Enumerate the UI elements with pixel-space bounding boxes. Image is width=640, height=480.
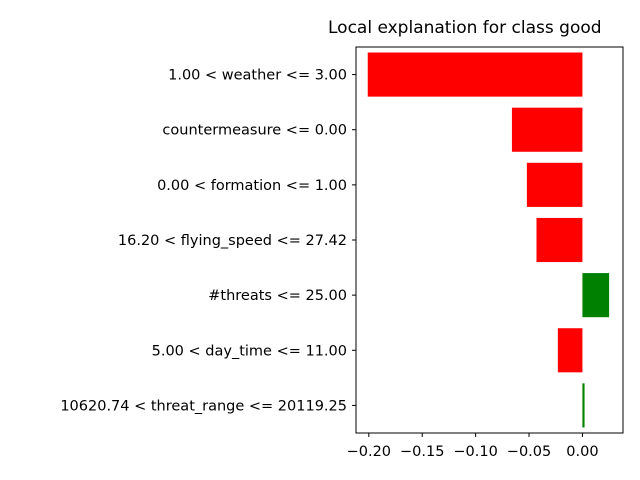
bars-group — [367, 52, 610, 428]
y-tick-label: #threats <= 25.00 — [208, 288, 347, 304]
y-tick-label: countermeasure <= 0.00 — [162, 123, 347, 139]
y-tick-label: 16.20 < flying_speed <= 27.42 — [118, 233, 347, 249]
chart-title: Local explanation for class good — [328, 18, 602, 38]
y-tick-label: 5.00 < day_time <= 11.00 — [152, 343, 347, 359]
bar — [511, 107, 583, 152]
x-axis: −0.20 −0.15 −0.10 −0.05 0.00 — [347, 433, 599, 460]
y-tick-labels: 1.00 < weather <= 3.00 countermeasure <= … — [60, 68, 356, 414]
bar — [526, 162, 583, 207]
axes-frame — [355, 46, 624, 434]
bar — [582, 383, 585, 428]
y-tick-label: 0.00 < formation <= 1.00 — [157, 178, 347, 194]
x-tick-label: −0.10 — [453, 444, 497, 460]
x-tick-label: −0.20 — [347, 444, 391, 460]
x-tick-label: −0.15 — [400, 444, 444, 460]
bar — [582, 273, 610, 318]
x-tick-label: −0.05 — [507, 444, 551, 460]
y-tick-label: 10620.74 < threat_range <= 20119.25 — [60, 398, 347, 414]
bar — [536, 217, 583, 263]
y-tick-label: 1.00 < weather <= 3.00 — [168, 68, 347, 84]
x-tick-label: 0.00 — [566, 444, 598, 460]
bar — [367, 52, 583, 97]
bar — [557, 328, 583, 373]
